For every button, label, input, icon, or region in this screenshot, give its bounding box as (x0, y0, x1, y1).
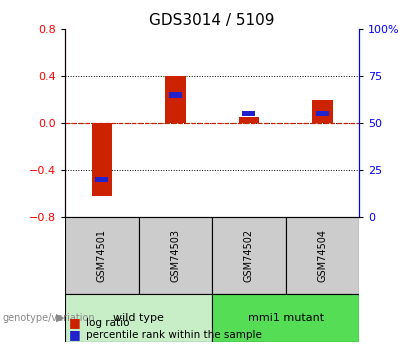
Text: log ratio: log ratio (86, 318, 130, 327)
Bar (139, 217, 212, 294)
Bar (212, 217, 286, 294)
Bar (316, 111, 329, 116)
Bar (95, 177, 108, 182)
Text: GSM74503: GSM74503 (171, 229, 180, 282)
Bar (65, 217, 139, 294)
Bar (165, 76, 186, 123)
Bar (169, 92, 182, 98)
Text: ■: ■ (69, 328, 81, 341)
Bar (212, 294, 359, 342)
Text: mmi1 mutant: mmi1 mutant (247, 313, 324, 323)
Text: percentile rank within the sample: percentile rank within the sample (86, 330, 262, 339)
Bar (92, 123, 112, 196)
Text: genotype/variation: genotype/variation (2, 313, 95, 323)
Text: GSM74502: GSM74502 (244, 229, 254, 282)
Bar (242, 111, 255, 116)
Bar (312, 100, 333, 123)
Text: wild type: wild type (113, 313, 164, 323)
Text: GSM74501: GSM74501 (97, 229, 107, 282)
Text: GSM74504: GSM74504 (318, 229, 327, 282)
Bar (65, 294, 212, 342)
Text: ■: ■ (69, 316, 81, 329)
Bar (239, 117, 259, 123)
Text: ▶: ▶ (56, 313, 64, 323)
Title: GDS3014 / 5109: GDS3014 / 5109 (150, 13, 275, 28)
Bar (286, 217, 359, 294)
